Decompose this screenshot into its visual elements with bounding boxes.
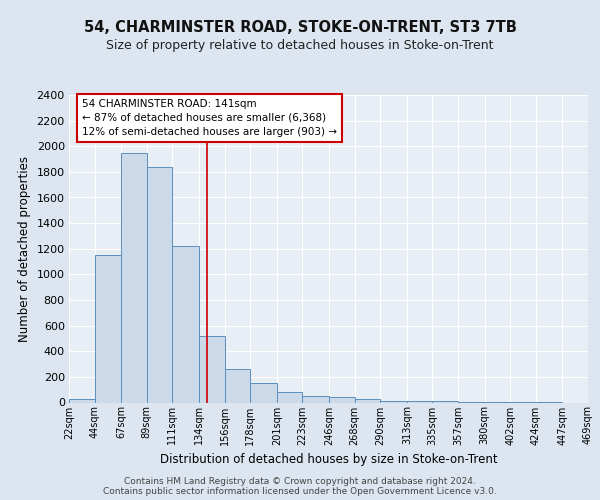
Text: Contains public sector information licensed under the Open Government Licence v3: Contains public sector information licen… xyxy=(103,486,497,496)
Bar xyxy=(355,400,380,402)
Bar xyxy=(69,398,95,402)
Bar xyxy=(147,167,172,402)
Bar xyxy=(199,336,224,402)
Text: 54 CHARMINSTER ROAD: 141sqm
← 87% of detached houses are smaller (6,368)
12% of : 54 CHARMINSTER ROAD: 141sqm ← 87% of det… xyxy=(82,99,337,137)
Bar xyxy=(121,152,147,402)
Text: 54, CHARMINSTER ROAD, STOKE-ON-TRENT, ST3 7TB: 54, CHARMINSTER ROAD, STOKE-ON-TRENT, ST… xyxy=(83,20,517,35)
Text: Contains HM Land Registry data © Crown copyright and database right 2024.: Contains HM Land Registry data © Crown c… xyxy=(124,476,476,486)
Bar xyxy=(329,398,355,402)
Y-axis label: Number of detached properties: Number of detached properties xyxy=(18,156,31,342)
Bar xyxy=(302,396,329,402)
Bar xyxy=(224,369,250,402)
Text: Size of property relative to detached houses in Stoke-on-Trent: Size of property relative to detached ho… xyxy=(106,38,494,52)
Bar xyxy=(250,382,277,402)
X-axis label: Distribution of detached houses by size in Stoke-on-Trent: Distribution of detached houses by size … xyxy=(160,453,497,466)
Bar xyxy=(95,255,121,402)
Bar xyxy=(407,401,433,402)
Bar xyxy=(277,392,302,402)
Bar xyxy=(172,246,199,402)
Bar xyxy=(380,400,407,402)
